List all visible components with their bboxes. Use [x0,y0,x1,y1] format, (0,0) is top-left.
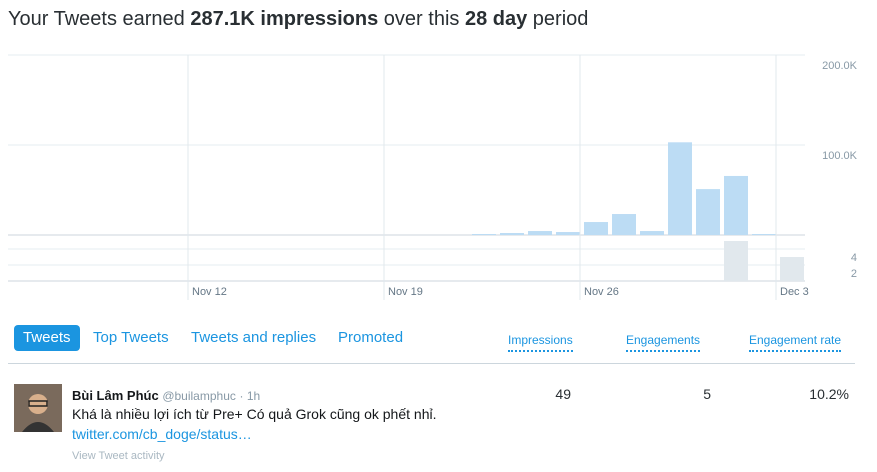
x-tick-label: Nov 26 [584,286,619,298]
bar [612,214,636,235]
column-header[interactable]: Impressions [508,333,573,352]
avatar[interactable] [14,384,62,432]
bar [472,234,496,235]
headline-text: Your Tweets earned [8,8,185,30]
bar [556,232,580,235]
bar [696,189,720,235]
column-header[interactable]: Engagements [626,333,701,352]
bar [752,234,776,235]
author-name[interactable]: Bùi Lâm Phúc [72,388,159,403]
headline: Your Tweets earned 287.1K impressions ov… [8,8,588,31]
bar [640,231,664,235]
bar [724,241,748,281]
author-handle[interactable]: @builamphuc [162,389,236,403]
headline-period: 28 day [464,8,528,30]
x-tick-label: Nov 12 [192,286,227,298]
tweet-time: · 1h [239,389,261,403]
chart: 100.0K 200.0K 2 4 Nov 12 Nov 19 Nov 26 Dec 3 [8,54,858,300]
impressions-value: 49 [555,386,571,402]
bar [724,175,748,235]
headline-text: over this [383,8,460,30]
bar [528,231,552,235]
engagements-value: 5 [703,386,711,402]
headline-impressions: 287.1K impressions [190,8,379,30]
bar [780,257,804,281]
tweet-header: Bùi Lâm Phúc @builamphuc · 1h [72,388,260,403]
engagement-rate-value: 10.2% [809,386,849,402]
column-header[interactable]: Engagement rate [749,333,842,352]
x-tick-label: Nov 19 [388,286,423,298]
bar [584,222,608,235]
bar [668,142,692,235]
tab[interactable]: Tweets [14,325,80,351]
tab[interactable]: Top Tweets [93,329,169,346]
tab[interactable]: Promoted [338,329,404,346]
tab[interactable]: Tweets and replies [191,329,317,346]
tweet-link[interactable]: twitter.com/cb_doge/status… [72,426,252,442]
y-tick-label: 2 [851,268,857,280]
view-activity[interactable]: View Tweet activity [72,450,165,462]
y-tick-label: 100.0K [822,150,858,162]
y-tick-label: 200.0K [822,60,858,72]
y-tick-label: 4 [851,252,857,264]
divider [8,363,855,364]
tweet-text: Khá là nhiều lợi ích từ Pre+ Có quả Grok… [72,406,437,422]
bar [500,233,524,235]
headline-text: period [532,8,589,30]
x-tick-label: Dec 3 [780,286,809,298]
